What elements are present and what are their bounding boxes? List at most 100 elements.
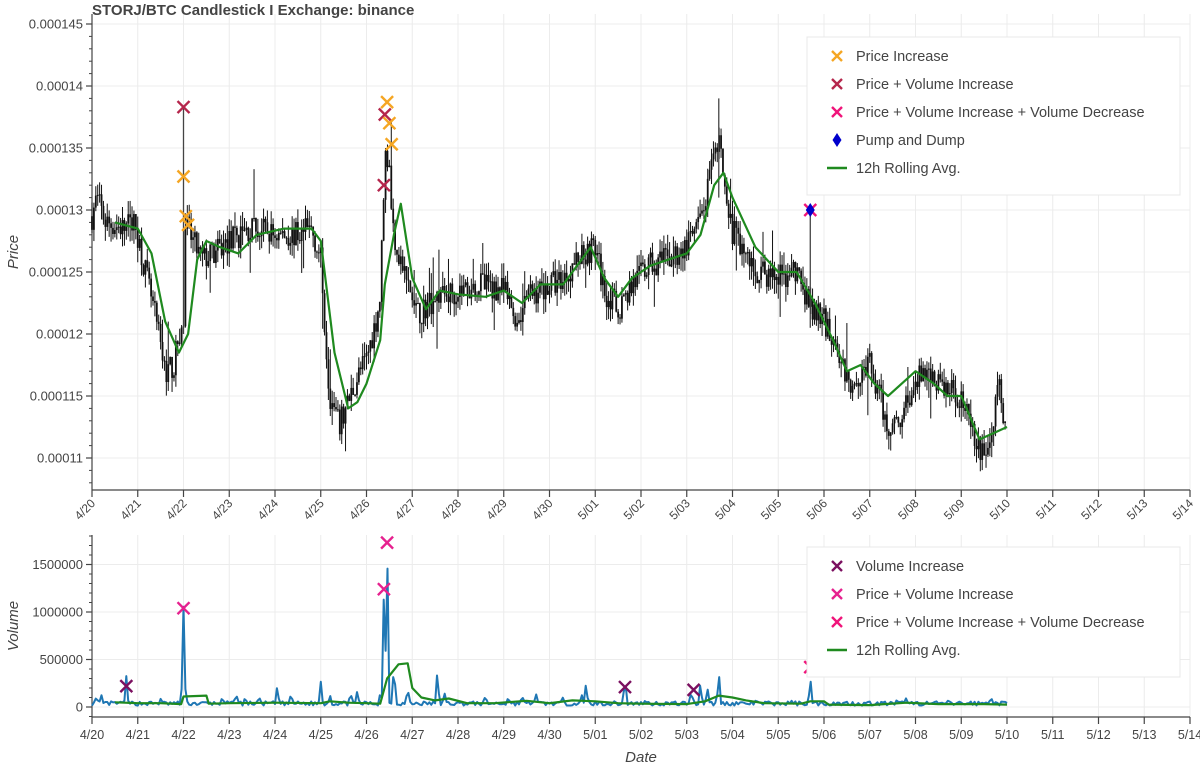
legend-label-pump-and-dump: Pump and Dump <box>856 133 965 149</box>
price-y-tick-label: 0.00013 <box>36 203 83 218</box>
volume-x-tick-label: 4/21 <box>126 728 150 742</box>
price-x-tick-label: 5/09 <box>941 496 968 523</box>
volume-x-tick-label: 5/01 <box>583 728 607 742</box>
price-x-tick-label: 5/11 <box>1033 496 1059 522</box>
volume-x-tick-label: 5/03 <box>675 728 699 742</box>
volume-x-tick-label: 5/10 <box>995 728 1019 742</box>
price-x-tick-label: 4/23 <box>209 496 236 523</box>
volume-y-tick-label: 1000000 <box>32 605 83 620</box>
price-x-tick-label: 4/25 <box>300 496 327 523</box>
volume-x-tick-label: 5/06 <box>812 728 836 742</box>
price-x-tick-label: 4/29 <box>483 496 510 523</box>
price-x-tick-label: 4/20 <box>72 496 99 523</box>
volume-x-tick-label: 5/14 <box>1178 728 1200 742</box>
price-x-tick-label: 4/28 <box>438 496 465 523</box>
price-x-tick-label: 4/26 <box>346 496 373 523</box>
price-y-tick-label: 0.000145 <box>29 17 83 32</box>
price-marker-pump-and-dump <box>805 203 815 217</box>
price-x-tick-label: 5/08 <box>895 496 922 523</box>
volume-x-tick-label: 4/30 <box>537 728 561 742</box>
volume-legend <box>806 546 1181 678</box>
volume-x-tick-label: 4/22 <box>171 728 195 742</box>
price-x-tick-label: 5/13 <box>1124 496 1151 523</box>
price-marker-price-volume-increase <box>377 107 392 122</box>
volume-rolling-avg-line <box>114 662 1008 707</box>
price-x-tick-label: 5/01 <box>575 496 602 523</box>
price-marker-price-volume-increase <box>377 178 391 193</box>
price-x-tick-label: 4/21 <box>117 496 144 523</box>
price-marker-price-increase <box>176 169 191 184</box>
price-y-tick-label: 0.00011 <box>37 451 83 466</box>
price-x-tick-label: 5/10 <box>987 496 1014 523</box>
price-x-tick-label: 4/22 <box>163 496 190 523</box>
price-x-tick-label: 4/27 <box>392 496 419 523</box>
price-x-tick-label: 4/24 <box>255 496 282 523</box>
legend-label-price-increase: Price Increase <box>856 49 949 65</box>
legend-label-12h-rolling-avg: 12h Rolling Avg. <box>856 643 961 659</box>
price-x-tick-label: 5/07 <box>849 496 876 523</box>
price-x-tick-label: 5/02 <box>621 496 648 523</box>
volume-x-tick-label: 5/07 <box>858 728 882 742</box>
legend-label-price-volume-increase-volume-decrease: Price + Volume Increase + Volume Decreas… <box>856 615 1145 631</box>
price-marker-price-increase <box>384 137 399 152</box>
chart-title: STORJ/BTC Candlestick I Exchange: binanc… <box>92 2 415 19</box>
volume-x-axis-label: Date <box>625 749 657 765</box>
price-y-tick-label: 0.000135 <box>29 141 83 156</box>
volume-x-tick-label: 4/23 <box>217 728 241 742</box>
legend-label-price-volume-increase: Price + Volume Increase <box>856 587 1014 603</box>
volume-y-tick-label: 1500000 <box>32 557 83 572</box>
volume-increase-legend-icon <box>831 560 843 572</box>
price-x-tick-label: 4/30 <box>529 496 556 523</box>
legend-label-price-volume-increase-volume-decrease: Price + Volume Increase + Volume Decreas… <box>856 105 1145 121</box>
price-x-tick-label: 5/14 <box>1170 496 1197 523</box>
volume-x-tick-label: 4/25 <box>309 728 333 742</box>
volume-x-tick-label: 5/04 <box>720 728 744 742</box>
pump-and-dump-legend-icon <box>832 133 842 147</box>
volume-x-tick-label: 4/20 <box>80 728 104 742</box>
price-x-tick-label: 5/12 <box>1078 496 1105 523</box>
volume-x-tick-label: 5/13 <box>1132 728 1156 742</box>
volume-marker-volume-increase <box>119 679 134 693</box>
price-y-tick-label: 0.000115 <box>30 389 83 404</box>
volume-y-tick-label: 500000 <box>40 652 83 667</box>
volume-x-tick-label: 4/28 <box>446 728 470 742</box>
price-volume-increase-volume-decrease-legend-icon <box>831 616 843 628</box>
volume-x-tick-label: 4/26 <box>354 728 378 742</box>
volume-x-tick-label: 5/09 <box>949 728 973 742</box>
price-marker-price-increase <box>181 218 195 232</box>
volume-marker-price-volume-increase <box>176 601 191 616</box>
price-rolling-avg-line <box>114 171 1008 441</box>
volume-plot: 0 500000 1000000 1500000 4/20 4/21 4/22 4/23 4/2… <box>5 535 1200 766</box>
legend-label-12h-rolling-avg: 12h Rolling Avg. <box>856 161 961 177</box>
price-y-axis-label: Price <box>5 235 22 269</box>
price-increase-legend-icon <box>831 50 843 62</box>
volume-marker-volume-increase <box>686 683 701 697</box>
volume-x-tick-label: 4/27 <box>400 728 424 742</box>
price-volume-increase-legend-icon <box>831 588 843 600</box>
price-marker-price-volume-increase <box>176 100 191 114</box>
volume-x-tick-label: 5/08 <box>903 728 927 742</box>
price-y-tick-label: 0.00012 <box>36 327 83 342</box>
price-x-tick-label: 5/03 <box>666 496 693 523</box>
volume-y-axis-label: Volume <box>5 601 22 651</box>
price-x-tick-label: 5/05 <box>758 496 785 523</box>
price-x-tick-label: 5/04 <box>712 496 739 523</box>
price-plot: 0.000145 0.00014 0.000135 0.00013 0.000125 0.… <box>5 14 1196 523</box>
volume-x-tick-label: 5/05 <box>766 728 790 742</box>
price-volume-increase-legend-icon <box>831 78 843 90</box>
volume-x-tick-label: 5/12 <box>1086 728 1110 742</box>
price-marker-price-increase <box>380 95 394 109</box>
volume-x-tick-label: 5/11 <box>1041 728 1064 742</box>
price-volume-increase-volume-decrease-legend-icon <box>831 106 843 118</box>
price-x-tick-label: 5/06 <box>804 496 831 523</box>
legend-label-volume-increase: Volume Increase <box>856 559 964 575</box>
volume-x-tick-label: 4/29 <box>492 728 516 742</box>
volume-x-tick-label: 5/02 <box>629 728 653 742</box>
volume-marker-price-volume-increase <box>380 535 394 550</box>
price-y-tick-label: 0.000125 <box>29 265 83 280</box>
volume-x-tick-label: 4/24 <box>263 728 287 742</box>
volume-marker-price-volume-increase <box>377 582 391 597</box>
volume-y-tick-label: 0 <box>76 700 83 715</box>
volume-marker-volume-increase <box>618 680 632 694</box>
